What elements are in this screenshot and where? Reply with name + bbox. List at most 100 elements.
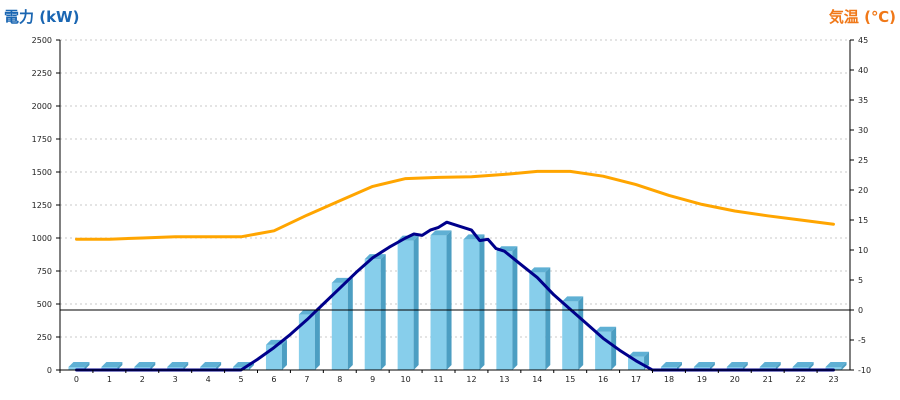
left-tick-label: 500	[37, 300, 52, 309]
right-tick-label: 10	[858, 246, 868, 255]
bar-front	[496, 251, 513, 370]
bar-front	[298, 314, 315, 370]
temperature-line	[75, 169, 835, 241]
right-tick-label: -10	[858, 366, 871, 375]
bar-front	[331, 282, 348, 370]
bar-top	[430, 230, 452, 236]
bar-front	[364, 259, 381, 370]
bar-top	[792, 362, 814, 367]
x-tick-label: 3	[173, 375, 178, 384]
left-tick-label: 750	[37, 267, 52, 276]
x-tick-label: 9	[370, 375, 375, 384]
bar-side	[709, 362, 715, 370]
left-axis-title: 電力 (kW)	[4, 8, 79, 26]
bar-top	[200, 362, 222, 367]
axes	[56, 39, 854, 373]
bar	[529, 267, 551, 370]
x-tick-label: 2	[140, 375, 145, 384]
x-tick-label: 17	[631, 375, 641, 384]
right-tick-label: 35	[858, 96, 868, 105]
bar-side	[281, 339, 287, 370]
bar-side	[578, 296, 584, 370]
power-line	[75, 220, 835, 372]
left-tick-label: 2500	[32, 36, 52, 45]
line-series	[75, 169, 835, 372]
bar-front	[825, 367, 842, 370]
bar-side	[150, 362, 156, 370]
x-tick-label: 15	[565, 375, 575, 384]
x-tick-label: 11	[433, 375, 443, 384]
right-tick-label: 45	[858, 36, 868, 45]
bar-top	[759, 362, 781, 367]
bar-side	[380, 254, 386, 370]
bar-front	[397, 240, 414, 370]
x-tick-label: 0	[74, 375, 79, 384]
bar-side	[413, 235, 419, 370]
right-axis-title: 気温 (℃)	[829, 8, 896, 26]
right-tick-label: 15	[858, 216, 868, 225]
x-tick-label: 8	[337, 375, 342, 384]
x-tick-label: 5	[238, 375, 243, 384]
bar-front	[430, 235, 447, 370]
tick-labels: 0 250 500 750 1000 1250 1500 1750 2000 2250 2500 -1…	[32, 36, 871, 384]
left-tick-label: 1250	[32, 201, 52, 210]
bar-side	[183, 362, 189, 370]
bar	[562, 296, 584, 370]
bar-side	[775, 362, 781, 370]
right-tick-label: 5	[858, 276, 863, 285]
bar-side	[117, 362, 123, 370]
bar-side	[545, 267, 551, 370]
bar-top	[628, 351, 650, 357]
bar	[825, 362, 847, 370]
bar-front	[628, 356, 645, 370]
gridlines	[60, 39, 850, 338]
right-tick-label: 25	[858, 156, 868, 165]
left-tick-label: 1750	[32, 135, 52, 144]
bar-top	[68, 362, 90, 367]
bar-side	[216, 362, 222, 370]
x-tick-label: 6	[271, 375, 276, 384]
bar-top	[726, 362, 748, 367]
bar-front	[562, 301, 579, 370]
right-tick-label: -5	[858, 336, 866, 345]
bar-front	[529, 272, 546, 370]
left-tick-label: 2250	[32, 69, 52, 78]
bar	[628, 351, 650, 370]
bar	[364, 254, 386, 370]
bar-side	[347, 277, 353, 370]
bar-side	[479, 234, 485, 370]
x-tick-label: 16	[598, 375, 608, 384]
bar-series	[68, 230, 847, 370]
x-tick-label: 10	[401, 375, 411, 384]
left-tick-label: 1500	[32, 168, 52, 177]
left-tick-label: 1000	[32, 234, 52, 243]
bar	[397, 235, 419, 370]
bar-top	[693, 362, 715, 367]
bar	[496, 246, 518, 370]
bar-side	[742, 362, 748, 370]
x-tick-label: 7	[304, 375, 309, 384]
bar-top	[595, 326, 617, 332]
bar-top	[660, 362, 682, 367]
bar-top	[529, 267, 551, 273]
bar-front	[463, 239, 480, 370]
bar	[298, 309, 320, 370]
bar-top	[825, 362, 847, 367]
bar-side	[84, 362, 90, 370]
left-tick-label: 2000	[32, 102, 52, 111]
bar-top	[101, 362, 123, 367]
bar-top	[167, 362, 189, 367]
x-tick-label: 20	[730, 375, 740, 384]
x-tick-label: 12	[466, 375, 476, 384]
bar-front	[68, 367, 85, 370]
bar	[68, 362, 90, 370]
left-tick-label: 250	[37, 333, 52, 342]
x-tick-label: 14	[532, 375, 542, 384]
right-tick-label: 30	[858, 126, 868, 135]
x-tick-label: 22	[796, 375, 806, 384]
right-tick-label: 20	[858, 186, 868, 195]
bar-side	[808, 362, 814, 370]
bar-side	[314, 309, 320, 370]
x-tick-label: 23	[828, 375, 838, 384]
